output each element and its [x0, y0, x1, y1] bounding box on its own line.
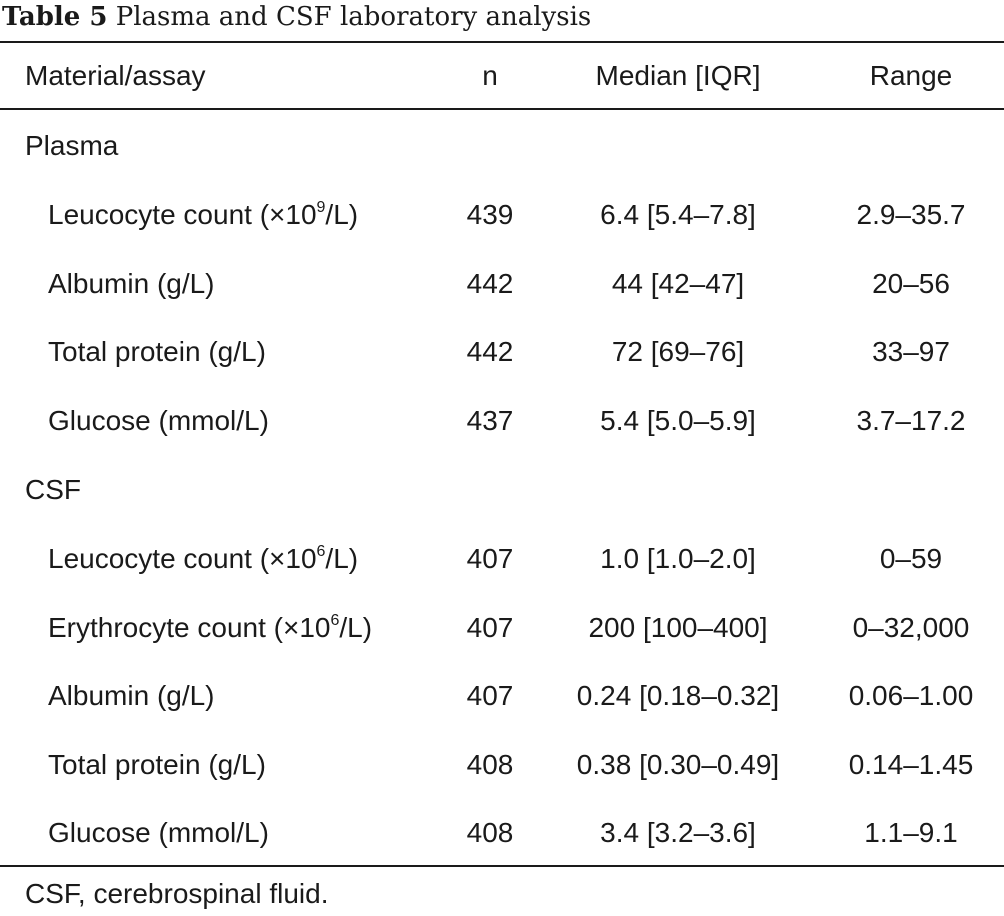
n-value: 437	[466, 405, 514, 436]
range-value: 20–56	[872, 268, 950, 299]
table-row: Albumin (g/L) 407 0.24 [0.18–0.32] 0.06–…	[0, 662, 1004, 730]
range-value: 2.9–35.7	[856, 199, 966, 230]
n-value: 407	[466, 543, 514, 574]
median-iqr-value: 0.38 [0.30–0.49]	[576, 749, 780, 780]
n-value: 442	[466, 268, 514, 299]
range-value: 3.7–17.2	[856, 405, 966, 436]
n-value: 442	[466, 336, 514, 367]
assay-name: Leucocyte count (×106/L)	[48, 542, 359, 574]
median-iqr-value: 200 [100–400]	[588, 612, 768, 643]
n-value: 407	[466, 680, 514, 711]
median-iqr-value: 6.4 [5.4–7.8]	[600, 199, 756, 230]
assay-name: Albumin (g/L)	[48, 268, 215, 299]
table-title: Plasma and CSF laboratory analysis	[115, 2, 592, 32]
table-row: Glucose (mmol/L) 408 3.4 [3.2–3.6] 1.1–9…	[0, 799, 1004, 867]
header-median-iqr: Median [IQR]	[595, 60, 761, 91]
table-footnote: CSF, cerebrospinal fluid.	[25, 878, 329, 909]
n-value: 439	[466, 199, 514, 230]
assay-name: Glucose (mmol/L)	[48, 405, 269, 436]
n-value: 408	[466, 749, 514, 780]
group-label: Plasma	[25, 130, 119, 161]
median-iqr-value: 44 [42–47]	[611, 268, 745, 299]
group-label: CSF	[25, 474, 81, 505]
table-caption: Table 5 Plasma and CSF laboratory analys…	[2, 0, 591, 34]
median-iqr-value: 0.24 [0.18–0.32]	[576, 680, 780, 711]
range-value: 0.14–1.45	[848, 749, 974, 780]
assay-name: Erythrocyte count (×106/L)	[48, 611, 373, 643]
table-row: Glucose (mmol/L) 437 5.4 [5.0–5.9] 3.7–1…	[0, 387, 1004, 455]
bottom-rule	[0, 865, 1004, 867]
table-label: Table 5	[2, 2, 108, 32]
range-value: 0.06–1.00	[848, 680, 974, 711]
top-rule	[0, 41, 1004, 43]
assay-name: Total protein (g/L)	[48, 336, 266, 367]
median-iqr-value: 5.4 [5.0–5.9]	[600, 405, 756, 436]
table-row: Erythrocyte count (×106/L) 407 200 [100–…	[0, 594, 1004, 662]
table-row: Albumin (g/L) 442 44 [42–47] 20–56	[0, 250, 1004, 318]
header-material-assay: Material/assay	[25, 60, 206, 91]
median-iqr-value: 3.4 [3.2–3.6]	[600, 817, 756, 848]
header-n: n	[482, 60, 498, 91]
assay-name: Glucose (mmol/L)	[48, 817, 269, 848]
header-range: Range	[869, 60, 953, 91]
range-value: 1.1–9.1	[864, 817, 958, 848]
exponent: 6	[316, 542, 326, 560]
group-row-csf: CSF	[0, 456, 1004, 524]
header-rule	[0, 108, 1004, 110]
median-iqr-value: 1.0 [1.0–2.0]	[600, 543, 756, 574]
header-row: Material/assay n Median [IQR] Range	[0, 42, 1004, 110]
assay-name: Albumin (g/L)	[48, 680, 215, 711]
group-row-plasma: Plasma	[0, 112, 1004, 180]
table-row: Leucocyte count (×109/L) 439 6.4 [5.4–7.…	[0, 181, 1004, 249]
range-value: 33–97	[872, 336, 950, 367]
n-value: 407	[466, 612, 514, 643]
n-value: 408	[466, 817, 514, 848]
table-row: Leucocyte count (×106/L) 407 1.0 [1.0–2.…	[0, 525, 1004, 593]
range-value: 0–59	[879, 543, 943, 574]
median-iqr-value: 72 [69–76]	[611, 336, 745, 367]
exponent: 6	[330, 611, 340, 629]
assay-name: Leucocyte count (×109/L)	[48, 198, 359, 230]
table-row: Total protein (g/L) 408 0.38 [0.30–0.49]…	[0, 731, 1004, 799]
assay-name: Total protein (g/L)	[48, 749, 266, 780]
exponent: 9	[316, 198, 326, 216]
table-row: Total protein (g/L) 442 72 [69–76] 33–97	[0, 318, 1004, 386]
range-value: 0–32,000	[852, 612, 970, 643]
